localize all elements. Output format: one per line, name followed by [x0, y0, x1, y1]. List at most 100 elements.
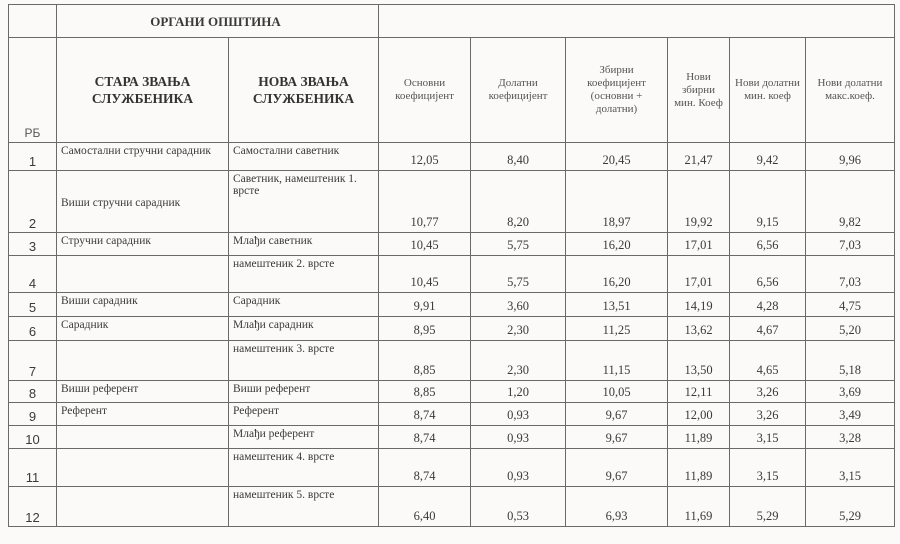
- value-cell: 12,05: [378, 142, 471, 171]
- old-title-cell: [56, 448, 229, 487]
- row-number: 12: [8, 486, 57, 527]
- column-header: Збирни коефицијент (основни + долатни): [565, 37, 668, 143]
- value-cell: 6,93: [565, 486, 668, 527]
- row-number: 11: [8, 448, 57, 487]
- value-cell: 13,62: [667, 316, 730, 341]
- new-title-cell: Млађи референт: [228, 425, 379, 449]
- empty-cell: [378, 4, 895, 38]
- value-cell: 8,74: [378, 425, 471, 449]
- column-header: Долатни коефицијент: [470, 37, 566, 143]
- value-cell: 5,20: [805, 316, 895, 341]
- new-title-cell: Саветник, намештеник 1. врсте: [228, 170, 379, 233]
- value-cell: 16,20: [565, 232, 668, 256]
- value-cell: 9,67: [565, 425, 668, 449]
- old-title-cell: Референт: [56, 402, 229, 426]
- old-title-cell: Самостални стручни сарадник: [56, 142, 229, 171]
- new-title-cell: намештеник 3. врсте: [228, 340, 379, 381]
- old-title-cell: Виши сарадник: [56, 292, 229, 317]
- new-title-cell: Млађи сарадник: [228, 316, 379, 341]
- row-number: 8: [8, 380, 57, 403]
- value-cell: 6,40: [378, 486, 471, 527]
- empty-cell: [8, 4, 57, 38]
- value-cell: 5,29: [729, 486, 806, 527]
- value-cell: 8,74: [378, 448, 471, 487]
- value-cell: 5,75: [470, 232, 566, 256]
- new-title-cell: Виши референт: [228, 380, 379, 403]
- value-cell: 3,49: [805, 402, 895, 426]
- column-header: Нови долатни макс.коеф.: [805, 37, 895, 143]
- value-cell: 4,75: [805, 292, 895, 317]
- value-cell: 8,40: [470, 142, 566, 171]
- row-number: 4: [8, 255, 57, 293]
- value-cell: 11,69: [667, 486, 730, 527]
- row-number: 1: [8, 142, 57, 171]
- new-title-cell: намештеник 5. врсте: [228, 486, 379, 527]
- row-number: 7: [8, 340, 57, 381]
- value-cell: 3,15: [729, 425, 806, 449]
- value-cell: 11,25: [565, 316, 668, 341]
- value-cell: 11,15: [565, 340, 668, 381]
- value-cell: 9,96: [805, 142, 895, 171]
- row-number: 3: [8, 232, 57, 256]
- old-title-cell: [56, 340, 229, 381]
- value-cell: 5,18: [805, 340, 895, 381]
- value-cell: 18,97: [565, 170, 668, 233]
- value-cell: 1,20: [470, 380, 566, 403]
- value-cell: 4,65: [729, 340, 806, 381]
- value-cell: 21,47: [667, 142, 730, 171]
- value-cell: 3,26: [729, 380, 806, 403]
- value-cell: 10,45: [378, 232, 471, 256]
- column-header: Нови долатни мин. коеф: [729, 37, 806, 143]
- table-row: 8 Виши референт Виши референт 8,85 1,20 10,05…: [8, 380, 895, 403]
- value-cell: 12,11: [667, 380, 730, 403]
- value-cell: 14,19: [667, 292, 730, 317]
- table-row: 4 намештеник 2. врсте 10,45 5,75 16,20 17,01 6…: [8, 255, 895, 293]
- value-cell: 11,89: [667, 448, 730, 487]
- table-row: 6 Сарадник Млађи сарадник 8,95 2,30 11,25 13,6…: [8, 316, 895, 341]
- old-title-cell: Виши референт: [56, 380, 229, 403]
- group-header: ОРГАНИ ОПШТИНА: [56, 4, 379, 38]
- table-row: 7 намештеник 3. врсте 8,85 2,30 11,15 13,50 4,…: [8, 340, 895, 381]
- value-cell: 8,85: [378, 340, 471, 381]
- coefficients-table: ОРГАНИ ОПШТИНА РБ СТАРА ЗВАЊА СЛУЖБЕНИКА Н…: [8, 4, 895, 527]
- table-row: 5 Виши сарадник Сарадник 9,91 3,60 13,51 14,19…: [8, 292, 895, 317]
- value-cell: 9,91: [378, 292, 471, 317]
- new-title-cell: Млађи саветник: [228, 232, 379, 256]
- column-header: НОВА ЗВАЊА СЛУЖБЕНИКА: [228, 37, 379, 143]
- new-title-cell: Референт: [228, 402, 379, 426]
- value-cell: 0,93: [470, 402, 566, 426]
- value-cell: 4,28: [729, 292, 806, 317]
- value-cell: 8,95: [378, 316, 471, 341]
- row-number: 6: [8, 316, 57, 341]
- value-cell: 6,56: [729, 232, 806, 256]
- value-cell: 3,28: [805, 425, 895, 449]
- column-header: СТАРА ЗВАЊА СЛУЖБЕНИКА: [56, 37, 229, 143]
- value-cell: 6,56: [729, 255, 806, 293]
- value-cell: 7,03: [805, 255, 895, 293]
- value-cell: 9,67: [565, 448, 668, 487]
- new-title-cell: намештеник 2. врсте: [228, 255, 379, 293]
- value-cell: 17,01: [667, 232, 730, 256]
- table-row: 2 Виши стручни сарадник Саветник, намештен…: [8, 170, 895, 233]
- new-title-cell: Самостални саветник: [228, 142, 379, 171]
- value-cell: 19,92: [667, 170, 730, 233]
- value-cell: 3,15: [729, 448, 806, 487]
- value-cell: 9,42: [729, 142, 806, 171]
- row-number: 10: [8, 425, 57, 449]
- value-cell: 12,00: [667, 402, 730, 426]
- row-number: 9: [8, 402, 57, 426]
- value-cell: 7,03: [805, 232, 895, 256]
- value-cell: 3,15: [805, 448, 895, 487]
- table-row: 10 Млађи референт 8,74 0,93 9,67 11,89 3,15 3,2…: [8, 425, 895, 449]
- new-title-cell: намештеник 4. врсте: [228, 448, 379, 487]
- old-title-cell: [56, 425, 229, 449]
- column-header: РБ: [8, 37, 57, 143]
- value-cell: 0,93: [470, 425, 566, 449]
- value-cell: 16,20: [565, 255, 668, 293]
- value-cell: 2,30: [470, 340, 566, 381]
- value-cell: 9,15: [729, 170, 806, 233]
- old-title-cell: Стручни сарадник: [56, 232, 229, 256]
- value-cell: 3,26: [729, 402, 806, 426]
- old-title-cell: [56, 255, 229, 293]
- value-cell: 8,85: [378, 380, 471, 403]
